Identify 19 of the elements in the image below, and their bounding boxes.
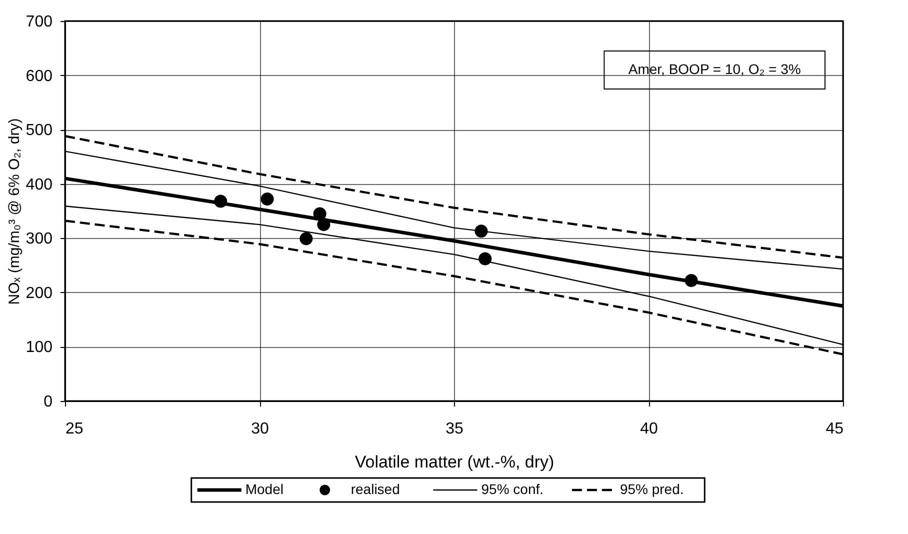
x-tick-label: 25 [66,420,84,438]
x-tick-label: 40 [640,420,658,438]
legend-label: 95% conf. [481,481,544,497]
y-axis-title: NOₓ (mg/m₀³ @ 6% O₂, dry) [6,118,23,305]
y-tick-label: 400 [26,176,53,194]
y-tick-label: 600 [26,68,53,85]
x-tick-label: 30 [251,420,269,438]
y-tick-label: 300 [26,230,53,248]
y-tick-label: 500 [26,122,53,140]
y-tick-label: 0 [44,394,53,410]
y-tick-label: 700 [26,14,53,30]
y-tick-label: 100 [26,339,53,356]
y-tick-label: 200 [26,284,53,302]
x-tick-label: 45 [826,420,844,438]
legend-label: 95% pred. [620,481,684,497]
legend-label: realised [350,481,400,497]
x-axis-title: Volatile matter (wt.-%, dry) [354,452,554,472]
x-tick-label: 35 [446,420,464,438]
legend-label: Model [245,481,284,497]
